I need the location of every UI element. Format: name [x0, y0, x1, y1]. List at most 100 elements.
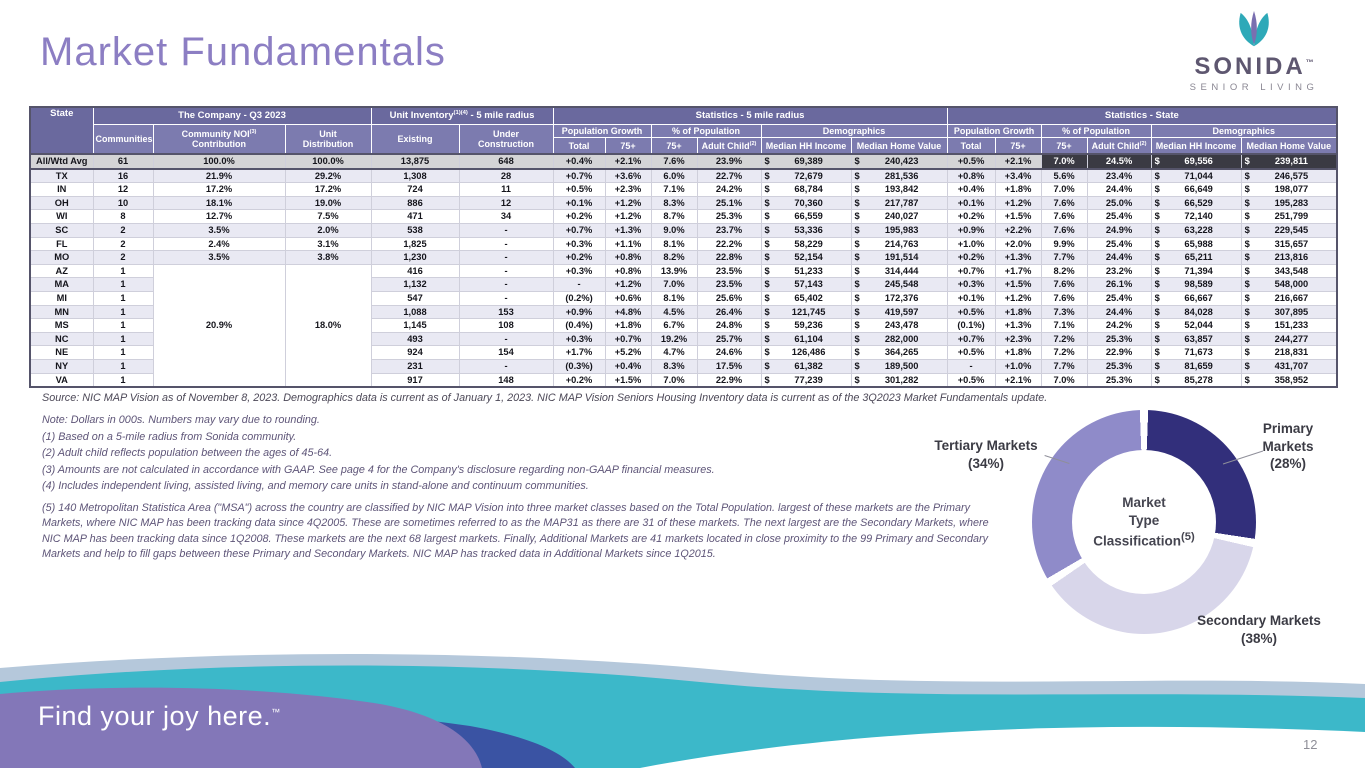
table-body: All/Wtd Avg 61 100.0% 100.0% 13,875 648 +0.4% +… — [29, 153, 1338, 388]
table-cell: +1.7% — [994, 263, 1042, 279]
footnote: (1) Based on a 5-mile radius from Sonida… — [42, 430, 297, 443]
table-cell: 108 — [458, 318, 554, 333]
table-cell: 471 — [370, 209, 460, 225]
market-type-donut-chart: Market Type Classification(5) — [1032, 410, 1256, 634]
table-row: OH 10 18.1% 19.0% 886 12 +0.1% +1.2% 8.3% 25.1% $7… — [29, 195, 1338, 211]
table-cell: 2 — [92, 223, 154, 238]
table-cell: $72,140 — [1150, 209, 1242, 225]
table-cell: MN — [29, 304, 94, 320]
table-cell: $69,556 — [1150, 153, 1242, 170]
table-cell: 12 — [458, 195, 554, 211]
table-cell: $195,283 — [1240, 195, 1338, 211]
table-cell: 148 — [458, 372, 554, 388]
table-cell: 25.4% — [1086, 236, 1152, 252]
table-cell: $65,402 — [760, 291, 852, 306]
logo-subtitle: SENIOR LIVING — [1189, 82, 1319, 93]
header-communities: Communities — [92, 124, 154, 155]
table-cell: 100.0% — [152, 153, 286, 170]
table-cell: 19.0% — [284, 195, 372, 211]
table-cell: 153 — [458, 304, 554, 320]
table-cell: +0.7% — [552, 168, 606, 184]
table-cell: $364,265 — [850, 345, 948, 360]
table-cell: $251,799 — [1240, 209, 1338, 225]
table-cell: +0.5% — [552, 182, 606, 197]
table-cell: +1.5% — [994, 209, 1042, 225]
table-cell: 8 — [92, 209, 154, 225]
table-cell: 7.7% — [1040, 358, 1088, 374]
table-cell: $121,745 — [760, 304, 852, 320]
header-75plus-pct-state: 75+ — [1040, 137, 1088, 155]
table-cell: 22.7% — [696, 168, 762, 184]
table-cell: 7.2% — [1040, 345, 1088, 360]
table-cell: - — [552, 277, 606, 293]
table-cell: $71,044 — [1150, 168, 1242, 184]
table-cell: 493 — [370, 331, 460, 347]
table-cell: +0.3% — [946, 277, 996, 293]
table-row: NE 1 924 154 +1.7% +5.2% 4.7% 24.6% $126,486 $364… — [29, 345, 1338, 360]
table-cell: 924 — [370, 345, 460, 360]
table-cell: 7.0% — [1040, 153, 1088, 170]
table-cell: $243,478 — [850, 318, 948, 333]
table-cell: +1.2% — [604, 277, 652, 293]
table-cell: +2.3% — [604, 182, 652, 197]
header-total-5mile: Total — [552, 137, 606, 155]
table-cell: +1.8% — [994, 345, 1042, 360]
table-cell: 1 — [92, 263, 154, 279]
wave-purple — [0, 687, 482, 768]
table-cell: 25.0% — [1086, 195, 1152, 211]
table-cell: $53,336 — [760, 223, 852, 238]
table-row: WI 8 12.7% 7.5% 471 34 +0.2% +1.2% 8.7% 25.3% $66,… — [29, 209, 1338, 225]
table-cell: 7.3% — [1040, 304, 1088, 320]
table-cell: MI — [29, 291, 94, 306]
chart-pct-secondary: (38%) — [1240, 630, 1277, 646]
table-cell: $301,282 — [850, 372, 948, 388]
table-cell: $63,857 — [1150, 331, 1242, 347]
table-cell: NC — [29, 331, 94, 347]
footer-waves — [0, 653, 1365, 768]
table-cell: +0.7% — [946, 331, 996, 347]
table-cell: $245,548 — [850, 277, 948, 293]
table-cell: (0.3%) — [552, 358, 606, 374]
table-cell: 16 — [92, 168, 154, 184]
table-cell: 13,875 — [370, 153, 460, 170]
page-number: 12 — [1303, 737, 1318, 752]
table-cell: +2.1% — [604, 153, 652, 170]
table-cell: 648 — [458, 153, 554, 170]
header-75plus-pct-5mile: 75+ — [650, 137, 698, 155]
table-cell: $70,360 — [760, 195, 852, 211]
table-cell: 21.9% — [152, 168, 286, 184]
table-cell: 6.7% — [650, 318, 698, 333]
table-cell: (0.2%) — [552, 291, 606, 306]
table-cell: +3.6% — [604, 168, 652, 184]
table-cell: 20.9% — [152, 263, 286, 388]
table-cell: $71,394 — [1150, 263, 1242, 279]
table-cell: 7.0% — [1040, 182, 1088, 197]
table-cell: +0.9% — [552, 304, 606, 320]
table-cell: 1,825 — [370, 236, 460, 252]
table-cell: $65,211 — [1150, 250, 1242, 265]
header-median-home-value-5mile: Median Home Value — [850, 137, 948, 155]
table-cell: $213,816 — [1240, 250, 1338, 265]
footnotes: Note: Dollars in 000s. Numbers may vary … — [42, 413, 1002, 565]
table-cell: - — [458, 223, 554, 238]
table-cell: +0.5% — [946, 304, 996, 320]
table-cell: 7.6% — [1040, 209, 1088, 225]
table-cell: $98,589 — [1150, 277, 1242, 293]
table-cell: 7.7% — [1040, 250, 1088, 265]
table-cell: 1,088 — [370, 304, 460, 320]
table-cell: FL — [29, 236, 94, 252]
table-cell: +0.5% — [946, 153, 996, 170]
table-cell: NY — [29, 358, 94, 374]
wave-white-corner — [640, 726, 1365, 768]
table-cell: 7.0% — [650, 372, 698, 388]
table-cell: +0.2% — [552, 372, 606, 388]
table-cell: $191,514 — [850, 250, 948, 265]
table-cell: 7.1% — [1040, 318, 1088, 333]
table-cell: $314,444 — [850, 263, 948, 279]
table-cell: 12 — [92, 182, 154, 197]
table-cell: +2.2% — [994, 223, 1042, 238]
table-cell: 23.2% — [1086, 263, 1152, 279]
header-stats-5mile: Statistics - 5 mile radius — [552, 106, 948, 125]
table-cell: +1.3% — [994, 318, 1042, 333]
table-cell: 25.4% — [1086, 291, 1152, 306]
